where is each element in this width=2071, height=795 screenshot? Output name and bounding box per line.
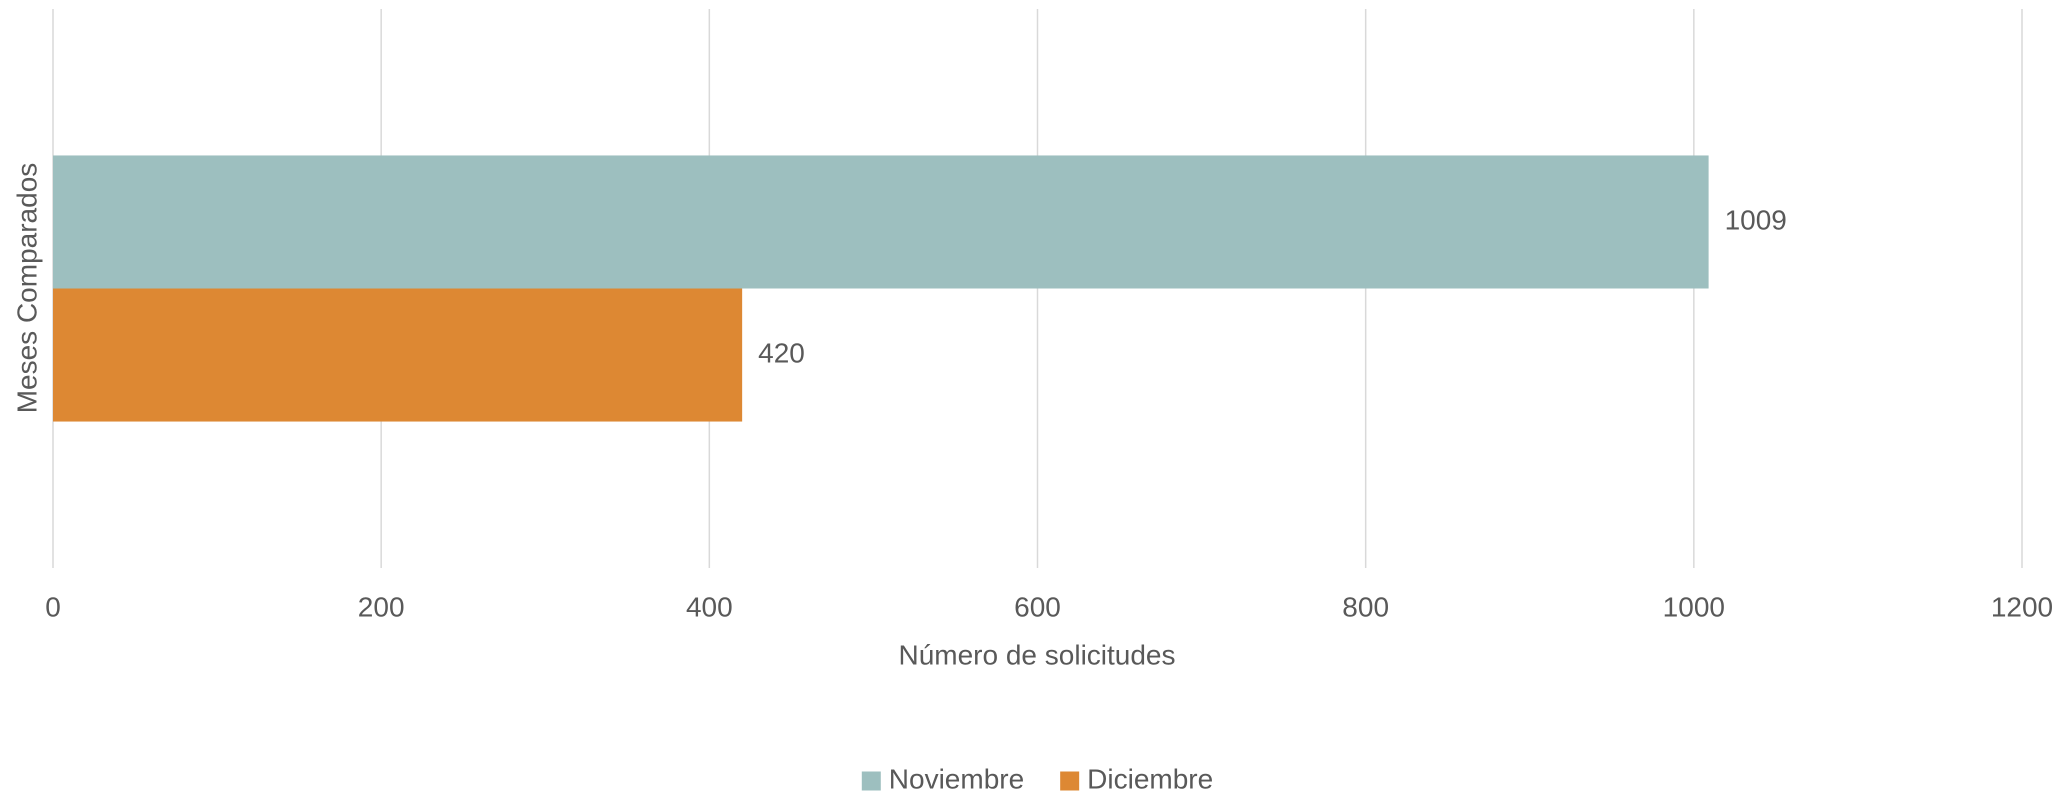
bar bbox=[53, 155, 1709, 289]
x-axis-label: Número de solicitudes bbox=[898, 639, 1175, 670]
legend-swatch bbox=[861, 771, 881, 791]
legend-swatch bbox=[1060, 771, 1080, 791]
x-tick-label: 400 bbox=[686, 591, 733, 622]
legend-label: Noviembre bbox=[889, 763, 1024, 794]
legend-label: Diciembre bbox=[1087, 763, 1213, 794]
legend-item: Diciembre bbox=[1060, 763, 1213, 794]
bar bbox=[53, 288, 743, 422]
data-label: 1009 bbox=[1725, 204, 1787, 235]
x-tick-label: 200 bbox=[358, 591, 405, 622]
x-tick-label: 0 bbox=[45, 591, 61, 622]
y-axis-label: Meses Comparados bbox=[11, 163, 42, 414]
x-tick-label: 1000 bbox=[1663, 591, 1725, 622]
legend-item: Noviembre bbox=[861, 763, 1024, 794]
data-label: 420 bbox=[758, 337, 805, 368]
x-tick-label: 600 bbox=[1014, 591, 1061, 622]
x-tick-label: 1200 bbox=[1991, 591, 2053, 622]
x-tick-label: 800 bbox=[1342, 591, 1389, 622]
